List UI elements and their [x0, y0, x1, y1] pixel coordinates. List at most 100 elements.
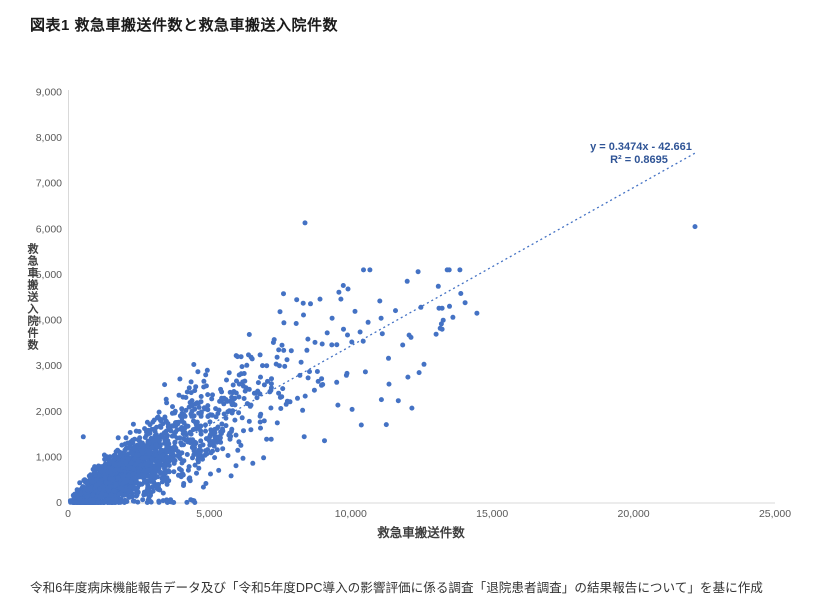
- scatter-point: [383, 422, 389, 428]
- scatter-point: [220, 446, 226, 452]
- y-tick-label: 5,000: [36, 269, 62, 281]
- scatter-point: [238, 442, 244, 448]
- scatter-point: [268, 405, 274, 411]
- scatter-point: [188, 379, 194, 385]
- scatter-point: [191, 418, 196, 424]
- scatter-point: [233, 432, 239, 438]
- scatter-point: [78, 491, 84, 497]
- scatter-point: [329, 342, 335, 348]
- scatter-point: [181, 412, 187, 418]
- scatter-point: [201, 405, 207, 411]
- scatter-point: [171, 457, 176, 463]
- y-tick-label: 7,000: [36, 178, 62, 190]
- scatter-point: [298, 359, 304, 365]
- scatter-point: [196, 400, 201, 406]
- scatter-point: [146, 448, 151, 453]
- scatter-point: [287, 399, 293, 405]
- scatter-point: [213, 414, 219, 420]
- scatter-point: [433, 331, 439, 337]
- scatter-point: [251, 390, 257, 396]
- scatter-point: [226, 370, 232, 376]
- scatter-point: [130, 498, 136, 504]
- scatter-point: [340, 283, 346, 288]
- scatter-point: [226, 432, 232, 438]
- y-tick-label: 6,000: [36, 223, 62, 235]
- scatter-point: [345, 332, 350, 338]
- scatter-point: [216, 467, 222, 473]
- scatter-point: [83, 499, 89, 504]
- scatter-point: [440, 317, 446, 323]
- scatter-point: [258, 425, 263, 431]
- scatter-point: [322, 438, 327, 444]
- scatter-point: [160, 490, 166, 496]
- scatter-point: [269, 376, 274, 382]
- scatter-point: [143, 491, 149, 497]
- scatter-point: [240, 455, 246, 461]
- scatter-point: [221, 411, 227, 417]
- scatter-point: [203, 422, 208, 428]
- scatter-point: [224, 377, 229, 383]
- scatter-point: [117, 461, 123, 467]
- y-tick-label: 2,000: [36, 406, 62, 418]
- scatter-point: [181, 436, 187, 441]
- scatter-point: [246, 352, 251, 358]
- x-axis-tick-labels: 0 5,000 10,000 15,000 20,000 25,000: [65, 508, 791, 520]
- scatter-point: [140, 497, 146, 503]
- scatter-point: [107, 458, 113, 464]
- scatter-point: [98, 494, 104, 500]
- scatter-point: [194, 470, 199, 476]
- scatter-point: [255, 380, 261, 386]
- scatter-point: [131, 456, 137, 462]
- scatter-point: [84, 487, 90, 493]
- scatter-point: [165, 433, 170, 438]
- scatter-point: [127, 430, 133, 435]
- scatter-point: [117, 499, 123, 505]
- scatter-point: [379, 331, 385, 337]
- scatter-point: [128, 479, 134, 485]
- scatter-point: [241, 396, 247, 401]
- scatter-point: [352, 308, 358, 314]
- scatter-point: [190, 498, 196, 503]
- scatter-point: [268, 381, 274, 387]
- scatter-plot: 0 1,000 2,000 3,000 4,000 5,000 6,000 7,000 8,00…: [36, 87, 791, 541]
- scatter-point: [201, 384, 207, 390]
- scatter-point: [154, 424, 160, 430]
- scatter-point: [166, 463, 172, 468]
- scatter-point: [386, 355, 391, 361]
- scatter-point: [409, 405, 415, 411]
- scatter-point: [249, 356, 255, 362]
- scatter-point: [224, 398, 230, 404]
- x-tick-label: 20,000: [618, 508, 650, 520]
- x-tick-label: 0: [65, 508, 71, 520]
- scatter-point: [154, 474, 160, 480]
- scatter-point: [234, 378, 239, 384]
- scatter-point: [238, 354, 244, 360]
- scatter-point: [122, 497, 128, 503]
- y-tick-label: 4,000: [36, 315, 62, 327]
- scatter-point: [149, 444, 155, 450]
- scatter-point: [156, 463, 162, 469]
- scatter-point: [113, 497, 119, 502]
- scatter-point: [112, 467, 118, 473]
- scatter-point: [349, 339, 355, 345]
- scatter-point: [196, 404, 202, 410]
- scatter-point: [223, 415, 229, 421]
- scatter-point: [271, 337, 277, 343]
- scatter-point: [204, 367, 210, 373]
- scatter-point: [341, 326, 346, 332]
- scatter-point: [261, 418, 267, 424]
- scatter-point: [228, 473, 234, 479]
- y-axis-title: 救急車搬送入院件数: [26, 243, 38, 351]
- scatter-point: [692, 224, 698, 230]
- scatter-point: [172, 439, 178, 445]
- scatter-point: [207, 419, 213, 425]
- scatter-point: [100, 483, 106, 489]
- scatter-point: [195, 369, 201, 375]
- scatter-point: [150, 488, 156, 494]
- scatter-point: [108, 466, 114, 472]
- scatter-point: [334, 379, 340, 385]
- scatter-point: [128, 460, 134, 466]
- scatter-point: [181, 420, 187, 426]
- scatter-point: [276, 347, 282, 353]
- scatter-point: [236, 410, 242, 416]
